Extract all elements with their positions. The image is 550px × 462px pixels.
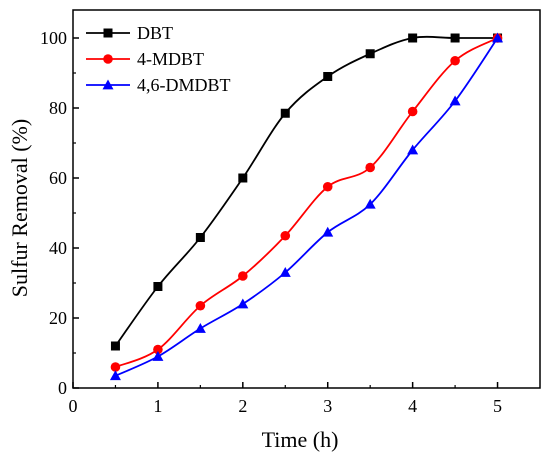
y-axis-label: Sulfur Removal (%) <box>7 119 32 297</box>
data-point <box>280 230 291 241</box>
series-4,6-DMDBT <box>109 32 504 381</box>
data-point <box>407 106 418 117</box>
y-tick-label: 60 <box>49 168 67 188</box>
data-point <box>280 108 290 118</box>
legend-marker <box>103 28 113 38</box>
data-point <box>238 173 248 183</box>
data-point <box>279 267 291 277</box>
legend-item: 4-MDBT <box>86 49 204 69</box>
data-point <box>450 55 460 66</box>
data-point <box>323 72 333 81</box>
series-layer <box>109 32 504 381</box>
data-point <box>408 33 418 43</box>
x-tick-label: 5 <box>493 396 502 416</box>
x-tick-label: 1 <box>153 396 162 416</box>
data-point <box>195 233 205 242</box>
series-line <box>114 35 498 347</box>
data-point <box>109 370 121 381</box>
legend-label: 4,6-DMDBT <box>137 75 231 95</box>
data-point <box>322 181 333 192</box>
legend-label: DBT <box>137 23 173 43</box>
data-point <box>110 341 120 351</box>
x-tick-label: 3 <box>323 396 332 416</box>
x-tick-label: 4 <box>408 396 417 416</box>
data-point <box>364 198 376 209</box>
data-point <box>492 32 504 43</box>
legend: DBT 4-MDBT 4,6-DMDBT <box>86 23 231 95</box>
x-tick-label: 2 <box>238 396 247 416</box>
data-point <box>450 33 460 43</box>
data-point <box>238 271 248 281</box>
data-point <box>365 49 375 59</box>
legend-item: 4,6-DMDBT <box>86 75 231 95</box>
y-tick-label: 20 <box>49 308 67 328</box>
data-point <box>194 323 206 333</box>
series-line <box>115 37 498 368</box>
y-tick-label: 80 <box>49 98 67 118</box>
data-point <box>153 344 163 355</box>
data-point <box>110 362 121 372</box>
data-point <box>237 298 249 309</box>
data-point <box>322 226 334 237</box>
data-point <box>152 351 164 361</box>
plot-frame <box>72 9 541 389</box>
y-tick-label: 0 <box>58 378 67 398</box>
data-point <box>153 282 163 291</box>
data-point <box>449 95 461 106</box>
legend-marker <box>103 54 113 64</box>
series-line <box>115 37 499 377</box>
x-tick-label: 0 <box>69 396 78 416</box>
series-4-MDBT <box>110 33 503 372</box>
y-tick-label: 40 <box>49 238 67 258</box>
x-axis-label: Time (h) <box>262 427 339 452</box>
legend-marker <box>102 79 114 90</box>
y-tick-label: 100 <box>40 28 67 48</box>
legend-label: 4-MDBT <box>137 49 204 69</box>
axis-ticks: 0 1 2 3 4 5 0 20 40 60 80 100 <box>40 28 502 416</box>
data-point <box>195 300 206 311</box>
legend-item: DBT <box>86 23 173 43</box>
data-point <box>365 162 375 173</box>
data-point <box>407 144 419 155</box>
